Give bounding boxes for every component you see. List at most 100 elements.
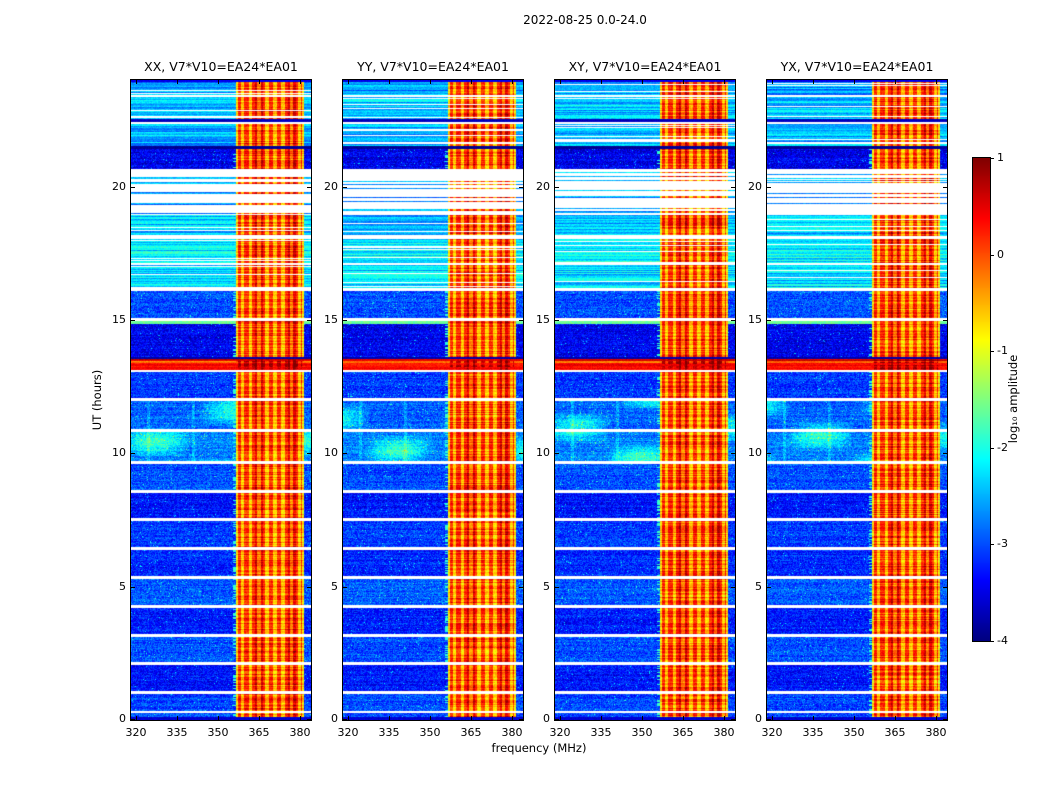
x-tick-mark [642, 80, 643, 84]
y-tick-mark [131, 187, 135, 188]
x-tick-mark [259, 80, 260, 84]
x-tick-label: 320 [337, 726, 359, 739]
y-tick-mark [731, 320, 735, 321]
spectrogram-canvas-yy [343, 80, 523, 720]
x-tick-label: 350 [207, 726, 229, 739]
y-tick-label: 10 [324, 446, 338, 459]
x-tick-mark [218, 716, 219, 720]
x-tick-label: 335 [802, 726, 824, 739]
y-tick-mark [343, 719, 347, 720]
x-tick-label: 335 [166, 726, 188, 739]
x-tick-label: 320 [549, 726, 571, 739]
x-tick-mark [177, 716, 178, 720]
x-tick-label: 365 [248, 726, 270, 739]
colorbar-tick-label: -1 [997, 344, 1008, 357]
y-tick-mark [307, 187, 311, 188]
colorbar-tick-label: -3 [997, 537, 1008, 550]
y-tick-mark [307, 320, 311, 321]
y-tick-label: 20 [324, 180, 338, 193]
x-tick-mark [136, 80, 137, 84]
y-tick-mark [731, 587, 735, 588]
x-tick-mark [430, 80, 431, 84]
spectrogram-panel-xx [130, 79, 312, 721]
y-tick-mark [943, 719, 947, 720]
y-tick-label: 0 [331, 712, 338, 725]
x-tick-label: 380 [713, 726, 735, 739]
x-tick-mark [471, 80, 472, 84]
panel-title-xy: XY, V7*V10=EA24*EA01 [568, 59, 722, 74]
y-tick-mark [343, 187, 347, 188]
y-tick-mark [767, 719, 771, 720]
x-tick-mark [936, 80, 937, 84]
y-tick-mark [767, 187, 771, 188]
y-tick-mark [943, 587, 947, 588]
panel-title-yy: YY, V7*V10=EA24*EA01 [357, 59, 509, 74]
x-tick-mark [560, 716, 561, 720]
colorbar-tick-label: -4 [997, 634, 1008, 647]
x-tick-mark [936, 716, 937, 720]
spectrogram-canvas-xy [555, 80, 735, 720]
x-tick-label: 320 [125, 726, 147, 739]
y-tick-label: 10 [536, 446, 550, 459]
y-tick-label: 15 [324, 313, 338, 326]
spectrogram-panel-yy [342, 79, 524, 721]
x-tick-label: 350 [631, 726, 653, 739]
y-tick-mark [767, 453, 771, 454]
y-axis-label: UT (hours) [90, 369, 104, 431]
spectrogram-panel-yx [766, 79, 948, 721]
y-tick-label: 20 [112, 180, 126, 193]
y-tick-mark [731, 187, 735, 188]
x-tick-mark [854, 716, 855, 720]
y-tick-label: 5 [331, 580, 338, 593]
x-tick-mark [854, 80, 855, 84]
x-tick-mark [512, 80, 513, 84]
x-tick-label: 380 [501, 726, 523, 739]
x-tick-mark [389, 80, 390, 84]
y-tick-mark [555, 320, 559, 321]
y-tick-label: 5 [543, 580, 550, 593]
x-tick-mark [430, 716, 431, 720]
x-tick-label: 380 [289, 726, 311, 739]
y-tick-mark [767, 320, 771, 321]
y-tick-mark [555, 719, 559, 720]
x-tick-mark [683, 716, 684, 720]
x-tick-label: 335 [378, 726, 400, 739]
y-tick-label: 5 [755, 580, 762, 593]
y-tick-mark [307, 587, 311, 588]
y-tick-mark [519, 187, 523, 188]
colorbar [972, 157, 991, 642]
y-tick-label: 10 [748, 446, 762, 459]
x-tick-mark [300, 80, 301, 84]
y-tick-mark [131, 453, 135, 454]
colorbar-tick-label: -2 [997, 441, 1008, 454]
x-tick-label: 380 [925, 726, 947, 739]
y-tick-label: 20 [536, 180, 550, 193]
x-tick-mark [772, 716, 773, 720]
y-tick-mark [555, 187, 559, 188]
x-tick-label: 320 [761, 726, 783, 739]
spectrogram-panel-xy [554, 79, 736, 721]
y-tick-label: 0 [543, 712, 550, 725]
colorbar-tick-mark [990, 351, 994, 352]
x-tick-mark [471, 716, 472, 720]
y-tick-mark [519, 453, 523, 454]
x-tick-mark [136, 716, 137, 720]
y-tick-label: 10 [112, 446, 126, 459]
x-tick-mark [300, 716, 301, 720]
y-tick-mark [731, 719, 735, 720]
x-tick-mark [683, 80, 684, 84]
y-tick-label: 0 [119, 712, 126, 725]
spectrogram-canvas-xx [131, 80, 311, 720]
x-tick-mark [348, 716, 349, 720]
x-tick-label: 365 [672, 726, 694, 739]
x-tick-label: 350 [843, 726, 865, 739]
colorbar-tick-label: 0 [997, 248, 1004, 261]
y-tick-mark [343, 320, 347, 321]
x-tick-label: 365 [460, 726, 482, 739]
x-tick-mark [601, 716, 602, 720]
x-tick-mark [601, 80, 602, 84]
colorbar-tick-mark [990, 255, 994, 256]
x-tick-mark [724, 80, 725, 84]
x-tick-mark [724, 716, 725, 720]
colorbar-label: log₁₀ amplitude [1006, 354, 1020, 444]
